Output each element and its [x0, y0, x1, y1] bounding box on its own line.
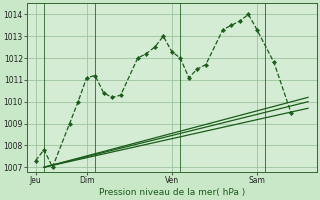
X-axis label: Pression niveau de la mer( hPa ): Pression niveau de la mer( hPa ) — [99, 188, 245, 197]
